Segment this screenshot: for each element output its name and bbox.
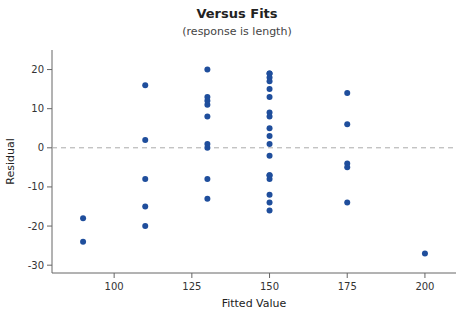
point bbox=[267, 153, 273, 159]
point bbox=[204, 196, 210, 202]
y-tick-label: 0 bbox=[38, 142, 44, 153]
point bbox=[142, 82, 148, 88]
point bbox=[80, 215, 86, 221]
point bbox=[267, 192, 273, 198]
point bbox=[142, 223, 148, 229]
point bbox=[267, 176, 273, 182]
y-tick-label: -10 bbox=[28, 181, 44, 192]
x-axis-label: Fitted Value bbox=[222, 297, 287, 310]
point bbox=[80, 239, 86, 245]
point bbox=[142, 203, 148, 209]
point bbox=[267, 78, 273, 84]
y-tick-label: -20 bbox=[28, 221, 44, 232]
point bbox=[204, 145, 210, 151]
point bbox=[204, 67, 210, 73]
point bbox=[344, 164, 350, 170]
point bbox=[344, 200, 350, 206]
y-tick bbox=[47, 265, 52, 266]
point bbox=[267, 114, 273, 120]
reference-line bbox=[52, 147, 456, 148]
y-tick-label: 20 bbox=[31, 64, 44, 75]
point bbox=[267, 94, 273, 100]
point bbox=[267, 86, 273, 92]
plot-area bbox=[52, 67, 456, 257]
point bbox=[422, 250, 428, 256]
point bbox=[204, 176, 210, 182]
point bbox=[204, 114, 210, 120]
y-axis-line bbox=[52, 50, 53, 273]
y-tick bbox=[47, 226, 52, 227]
point bbox=[267, 125, 273, 131]
x-axis-line bbox=[52, 273, 456, 274]
x-tick-label: 125 bbox=[182, 281, 201, 292]
x-tick bbox=[114, 273, 115, 278]
point bbox=[267, 200, 273, 206]
page: {"chart_data": { "type": "scatter", "tit… bbox=[0, 0, 474, 315]
point bbox=[267, 133, 273, 139]
point bbox=[344, 90, 350, 96]
point bbox=[204, 102, 210, 108]
x-tick-label: 100 bbox=[105, 281, 124, 292]
x-tick bbox=[424, 273, 425, 278]
point bbox=[344, 121, 350, 127]
x-tick bbox=[347, 273, 348, 278]
y-tick bbox=[47, 186, 52, 187]
subtitle: (response is length) bbox=[182, 25, 291, 38]
y-tick-label: -30 bbox=[28, 260, 44, 271]
y-tick bbox=[47, 147, 52, 148]
title: Versus Fits bbox=[196, 6, 277, 21]
x-tick bbox=[191, 273, 192, 278]
chart: Versus Fits(response is length)100125150… bbox=[0, 0, 474, 315]
x-tick bbox=[269, 273, 270, 278]
x-tick-label: 200 bbox=[415, 281, 434, 292]
point bbox=[267, 141, 273, 147]
y-tick bbox=[47, 69, 52, 70]
x-tick-label: 175 bbox=[338, 281, 357, 292]
y-tick bbox=[47, 108, 52, 109]
point bbox=[142, 176, 148, 182]
point bbox=[142, 137, 148, 143]
x-tick-label: 150 bbox=[260, 281, 279, 292]
point bbox=[267, 207, 273, 213]
y-axis-label: Residual bbox=[4, 138, 17, 184]
y-tick-label: 10 bbox=[31, 103, 44, 114]
